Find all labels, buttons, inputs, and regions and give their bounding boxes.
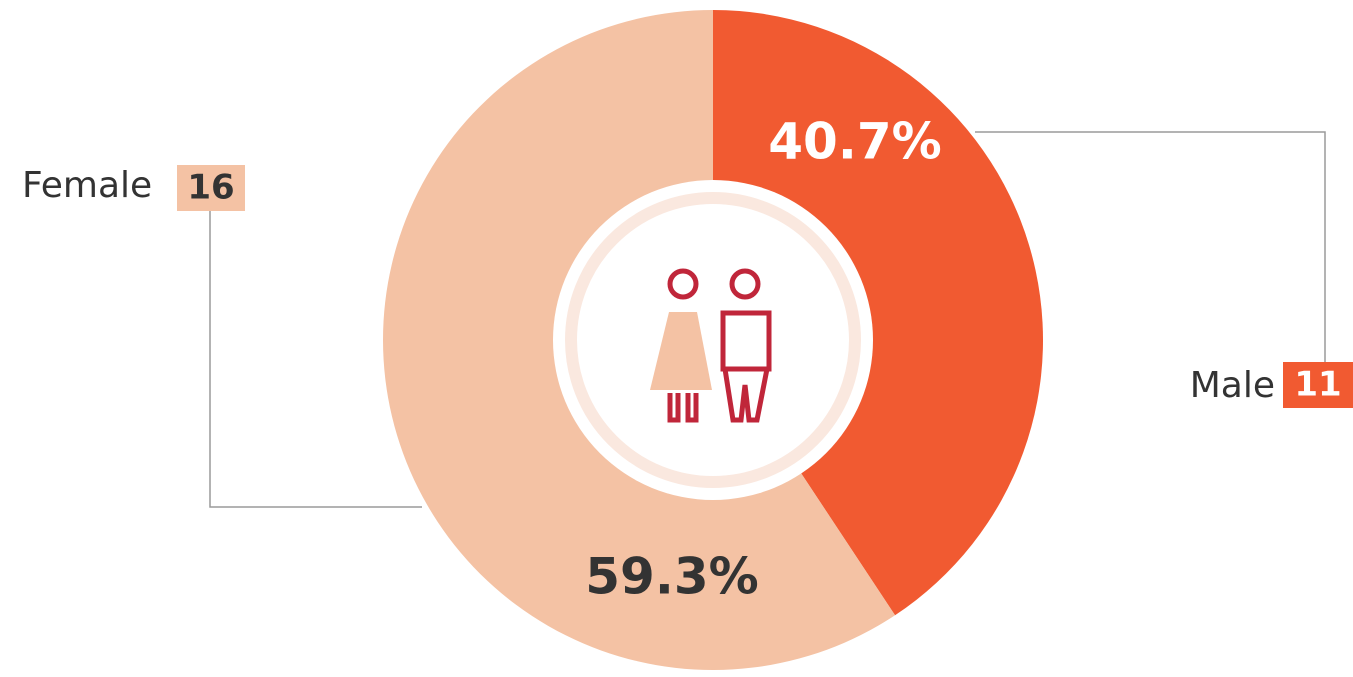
category-label: Female	[22, 165, 152, 206]
value-label: 40.7%	[768, 113, 941, 171]
count-box	[1283, 362, 1353, 408]
people-icon	[650, 268, 772, 423]
leader-line	[209, 195, 422, 508]
leader-line	[975, 131, 1326, 365]
category-label: Male	[1190, 365, 1275, 406]
count-label: 11	[1294, 365, 1341, 405]
inner-ring	[565, 192, 861, 488]
count-label: 16	[187, 168, 234, 208]
donut-hole	[553, 180, 873, 500]
count-box	[177, 165, 245, 211]
value-label: 59.3%	[585, 548, 758, 606]
